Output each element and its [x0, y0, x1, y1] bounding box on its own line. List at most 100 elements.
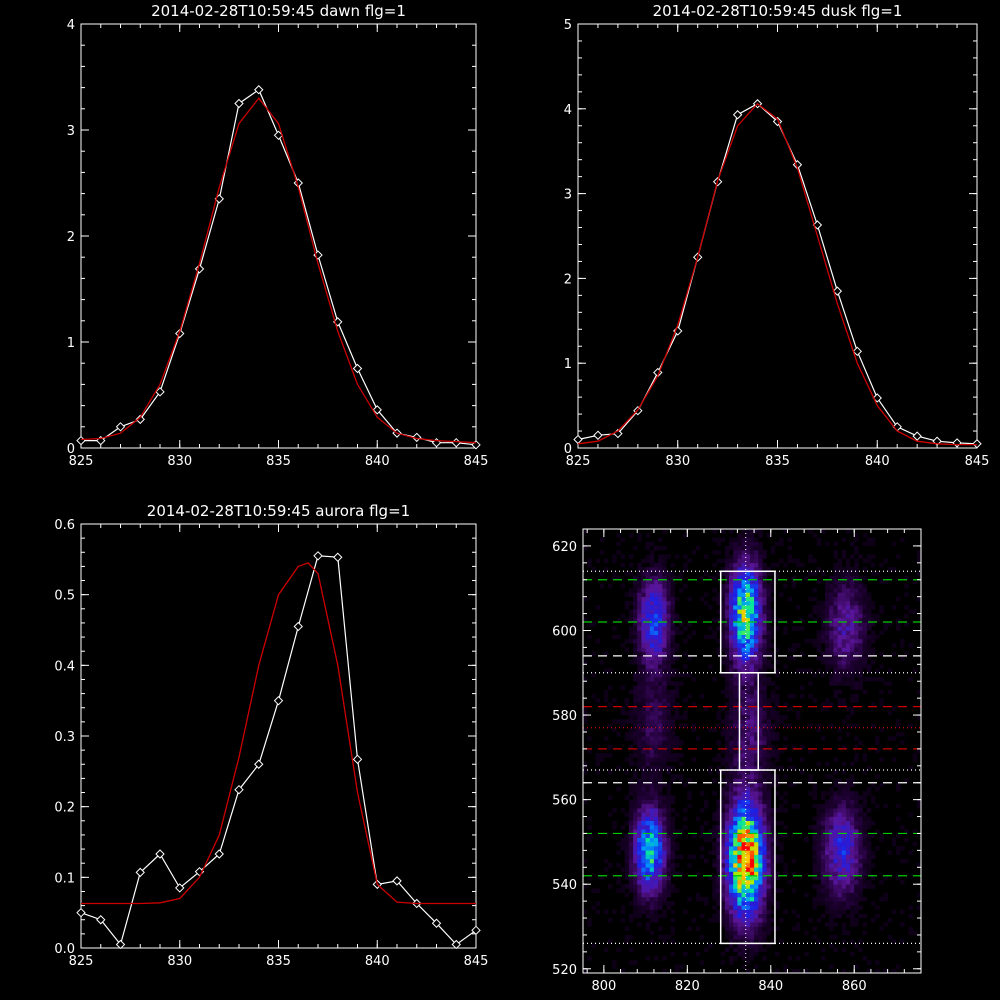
heatmap-pixel — [762, 934, 767, 940]
heatmap-pixel — [587, 748, 592, 754]
heatmap-pixel — [845, 858, 851, 864]
heatmap-pixel — [879, 833, 884, 838]
heatmap-pixel — [829, 588, 834, 593]
heatmap-pixel — [862, 829, 868, 834]
heatmap-pixel — [758, 799, 763, 805]
y-tick-label: 3 — [67, 124, 75, 139]
heatmap-pixel — [741, 820, 747, 826]
heatmap-pixel — [758, 655, 763, 661]
heatmap-pixel — [724, 677, 730, 682]
heatmap-pixel — [674, 833, 680, 838]
heatmap-pixel — [854, 909, 859, 915]
heatmap-pixel — [812, 571, 817, 576]
heatmap-pixel — [679, 571, 684, 576]
heatmap-pixel — [729, 934, 734, 940]
heatmap-pixel — [833, 571, 838, 576]
heatmap-pixel — [649, 871, 655, 876]
heatmap-pixel — [658, 825, 663, 830]
heatmap-pixel — [670, 939, 676, 944]
heatmap-pixel — [754, 664, 759, 669]
heatmap-pixel — [666, 655, 671, 661]
heatmap-pixel — [845, 799, 851, 805]
heatmap-pixel — [754, 732, 759, 737]
heatmap-pixel — [628, 732, 634, 737]
heatmap-pixel — [866, 791, 872, 796]
heatmap-pixel — [616, 880, 621, 885]
heatmap-pixel — [745, 541, 751, 547]
heatmap-pixel — [896, 875, 901, 881]
heatmap-pixel — [845, 913, 851, 919]
heatmap-pixel — [620, 723, 626, 728]
heatmap-pixel — [733, 579, 738, 585]
heatmap-pixel — [674, 774, 680, 779]
heatmap-pixel — [716, 757, 721, 762]
heatmap-pixel — [758, 757, 763, 762]
heatmap-pixel — [624, 710, 630, 716]
heatmap-pixel — [741, 761, 747, 767]
heatmap-pixel — [603, 567, 609, 572]
heatmap-pixel — [670, 617, 676, 623]
heatmap-pixel — [670, 609, 676, 614]
heatmap-pixel — [745, 600, 751, 606]
heatmap-pixel — [628, 786, 634, 792]
heatmap-pixel — [741, 803, 747, 809]
heatmap-pixel — [641, 605, 646, 610]
heatmap-pixel — [633, 702, 638, 707]
heatmap-pixel — [741, 554, 747, 559]
heatmap-pixel — [749, 816, 755, 821]
heatmap-pixel — [679, 753, 684, 758]
heatmap-pixel — [624, 736, 630, 741]
heatmap-pixel — [820, 736, 826, 741]
heatmap-pixel — [766, 922, 772, 927]
heatmap-pixel — [816, 854, 822, 860]
heatmap-pixel — [862, 833, 868, 838]
heatmap-pixel — [641, 761, 646, 767]
heatmap-pixel — [795, 710, 801, 716]
heatmap-pixel — [833, 850, 838, 855]
heatmap-pixel — [833, 901, 838, 906]
heatmap-pixel — [720, 719, 726, 724]
heatmap-pixel — [858, 812, 863, 817]
heatmap-pixel — [891, 706, 897, 712]
heatmap-pixel — [754, 757, 759, 762]
heatmap-pixel — [854, 545, 859, 551]
heatmap-pixel — [837, 630, 842, 635]
heatmap-pixel — [666, 677, 671, 682]
heatmap-pixel — [708, 626, 713, 631]
heatmap-pixel — [633, 909, 638, 915]
heatmap-pixel — [737, 588, 742, 593]
heatmap-pixel — [587, 622, 592, 627]
heatmap-pixel — [641, 744, 646, 750]
heatmap-pixel — [900, 655, 905, 661]
heatmap-pixel — [620, 837, 626, 843]
heatmap-pixel — [637, 909, 642, 915]
heatmap-pixel — [749, 820, 755, 826]
heatmap-pixel — [850, 825, 855, 830]
heatmap-pixel — [758, 846, 763, 851]
heatmap-pixel — [653, 693, 659, 699]
heatmap-pixel — [841, 744, 847, 750]
heatmap-pixel — [724, 812, 730, 817]
heatmap-pixel — [733, 816, 738, 821]
heatmap-pixel — [628, 757, 634, 762]
heatmap-pixel — [762, 884, 767, 889]
heatmap-pixel — [741, 812, 747, 817]
heatmap-pixel — [662, 846, 667, 851]
heatmap-pixel — [641, 685, 646, 690]
heatmap-pixel — [762, 846, 767, 851]
heatmap-pixel — [749, 774, 755, 779]
heatmap-pixel — [791, 803, 797, 809]
heatmap-pixel — [820, 829, 826, 834]
heatmap-pixel — [653, 909, 659, 915]
heatmap-pixel — [912, 579, 918, 585]
heatmap-pixel — [854, 723, 859, 728]
heatmap-pixel — [729, 858, 734, 864]
heatmap-pixel — [670, 588, 676, 593]
heatmap-pixel — [712, 562, 717, 568]
heatmap-pixel — [658, 795, 663, 800]
heatmap-pixel — [870, 863, 876, 868]
heatmap-pixel — [733, 867, 738, 872]
heatmap-pixel — [762, 825, 767, 830]
heatmap-pixel — [770, 774, 776, 779]
heatmap-pixel — [837, 588, 842, 593]
